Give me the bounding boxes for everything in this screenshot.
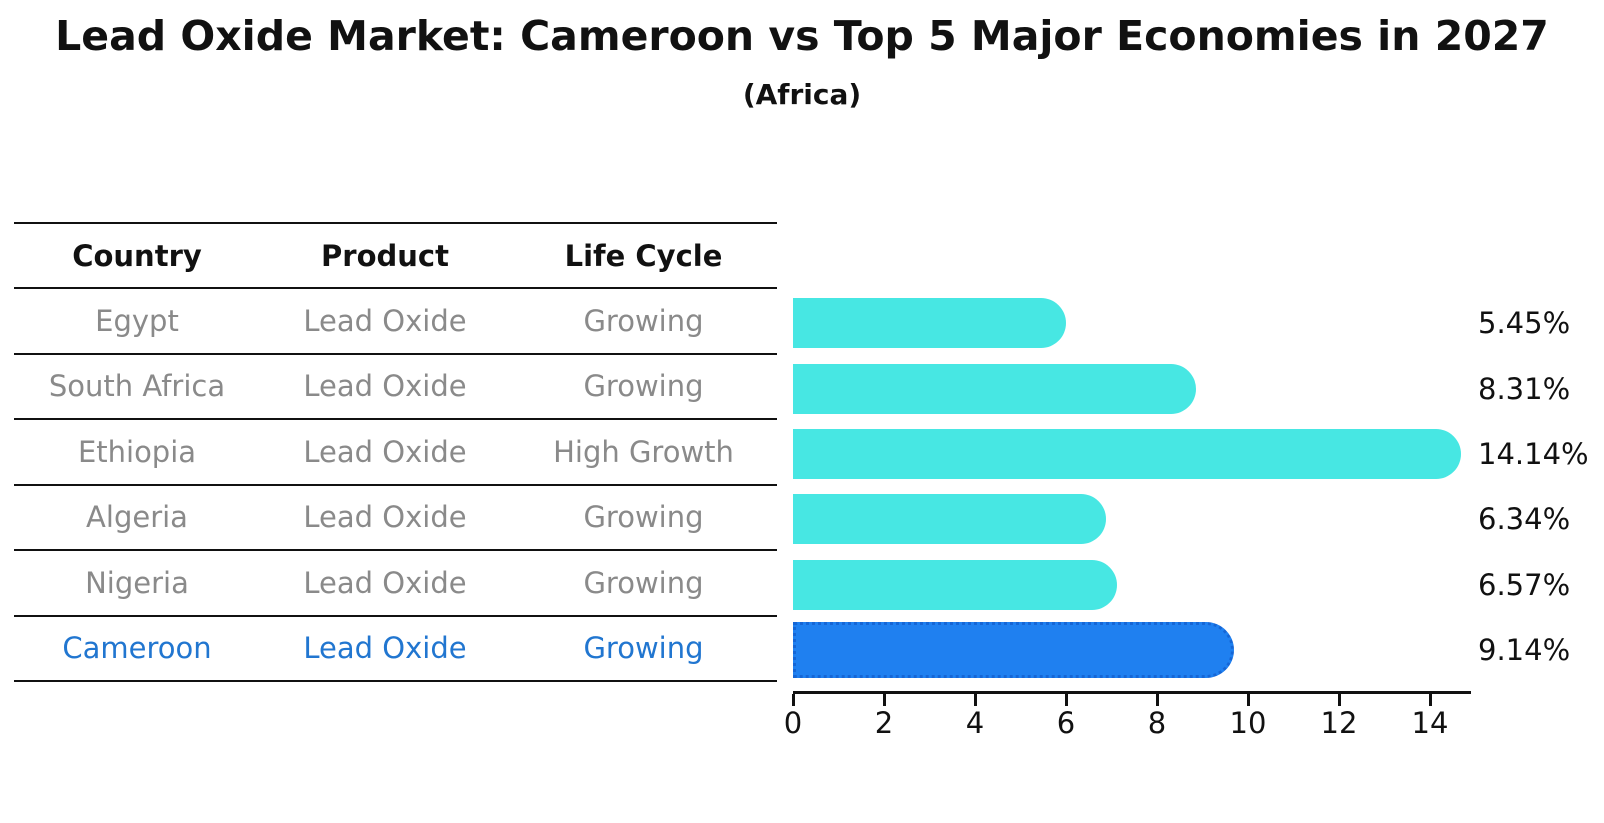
x-axis-tick-4 — [973, 694, 977, 706]
cell-country-south-africa: South Africa — [48, 369, 226, 404]
cell-product-south-africa: Lead Oxide — [303, 369, 467, 404]
bar-south-africa — [793, 363, 1196, 414]
x-axis-tick-label-14: 14 — [1411, 706, 1449, 740]
cell-life-cycle-nigeria: Growing — [583, 565, 704, 600]
value-label-south-africa: 8.31% — [1478, 371, 1571, 406]
table-header-row: Country Product Life Cycle — [14, 222, 777, 289]
cell-product-ethiopia: Lead Oxide — [303, 434, 467, 469]
x-axis-tick-0 — [791, 694, 795, 706]
x-axis-tick-12 — [1337, 694, 1341, 706]
cell-life-cycle-egypt: Growing — [583, 303, 704, 338]
value-label-nigeria: 6.57% — [1478, 567, 1571, 602]
cell-life-cycle-south-africa: Growing — [583, 369, 704, 404]
value-label-cameroon: 9.14% — [1478, 632, 1571, 667]
cell-product-egypt: Lead Oxide — [303, 303, 467, 338]
x-axis-tick-label-12: 12 — [1320, 706, 1358, 740]
x-axis-tick-14 — [1428, 694, 1432, 706]
table-row-cameroon: Cameroon Lead Oxide Growing — [14, 617, 777, 682]
table-row-algeria: Algeria Lead Oxide Growing — [14, 486, 777, 551]
table-header-life-cycle: Life Cycle — [564, 238, 723, 273]
cell-country-egypt: Egypt — [95, 303, 179, 338]
bar-ethiopia — [793, 428, 1461, 479]
table-row-egypt: Egypt Lead Oxide Growing — [14, 289, 777, 355]
cell-product-nigeria: Lead Oxide — [303, 565, 467, 600]
cell-life-cycle-cameroon: Growing — [583, 631, 704, 666]
value-label-egypt: 5.45% — [1478, 306, 1571, 341]
value-label-algeria: 6.34% — [1478, 502, 1571, 537]
x-axis-tick-label-10: 10 — [1229, 706, 1267, 740]
x-axis-tick-label-4: 4 — [965, 706, 985, 740]
table-header-country: Country — [72, 238, 202, 273]
x-axis-tick-8 — [1155, 694, 1159, 706]
cell-country-ethiopia: Ethiopia — [77, 434, 197, 469]
table-row-south-africa: South Africa Lead Oxide Growing — [14, 355, 777, 420]
table-row-nigeria: Nigeria Lead Oxide Growing — [14, 551, 777, 617]
country-table: Country Product Life Cycle Egypt Lead Oxi… — [14, 222, 777, 682]
table-row-ethiopia: Ethiopia Lead Oxide High Growth — [14, 420, 777, 486]
bar-egypt — [793, 298, 1066, 349]
table-body: Egypt Lead Oxide Growing South Africa Lead O… — [14, 289, 777, 682]
cell-life-cycle-algeria: Growing — [583, 500, 704, 535]
cell-product-algeria: Lead Oxide — [303, 500, 467, 535]
bar-nigeria — [793, 559, 1117, 610]
x-axis-tick-label-8: 8 — [1147, 706, 1167, 740]
bar-algeria — [793, 494, 1106, 545]
chart-title: Lead Oxide Market: Cameroon vs Top 5 Maj… — [55, 12, 1549, 60]
bar-cameroon — [793, 621, 1234, 678]
cell-product-cameroon: Lead Oxide — [303, 631, 467, 666]
table-header-product: Product — [321, 238, 449, 273]
cell-life-cycle-ethiopia: High Growth — [553, 434, 734, 469]
cell-country-algeria: Algeria — [86, 500, 188, 535]
x-axis-tick-10 — [1246, 694, 1250, 706]
x-axis-tick-2 — [882, 694, 886, 706]
chart-subtitle: (Africa) — [742, 78, 862, 111]
x-axis-line — [793, 691, 1471, 694]
cell-country-cameroon: Cameroon — [62, 631, 212, 666]
x-axis-tick-label-0: 0 — [783, 706, 803, 740]
cell-country-nigeria: Nigeria — [85, 565, 189, 600]
x-axis-tick-6 — [1064, 694, 1068, 706]
value-label-ethiopia: 14.14% — [1478, 436, 1589, 471]
x-axis-tick-label-2: 2 — [874, 706, 894, 740]
x-axis-tick-label-6: 6 — [1056, 706, 1076, 740]
